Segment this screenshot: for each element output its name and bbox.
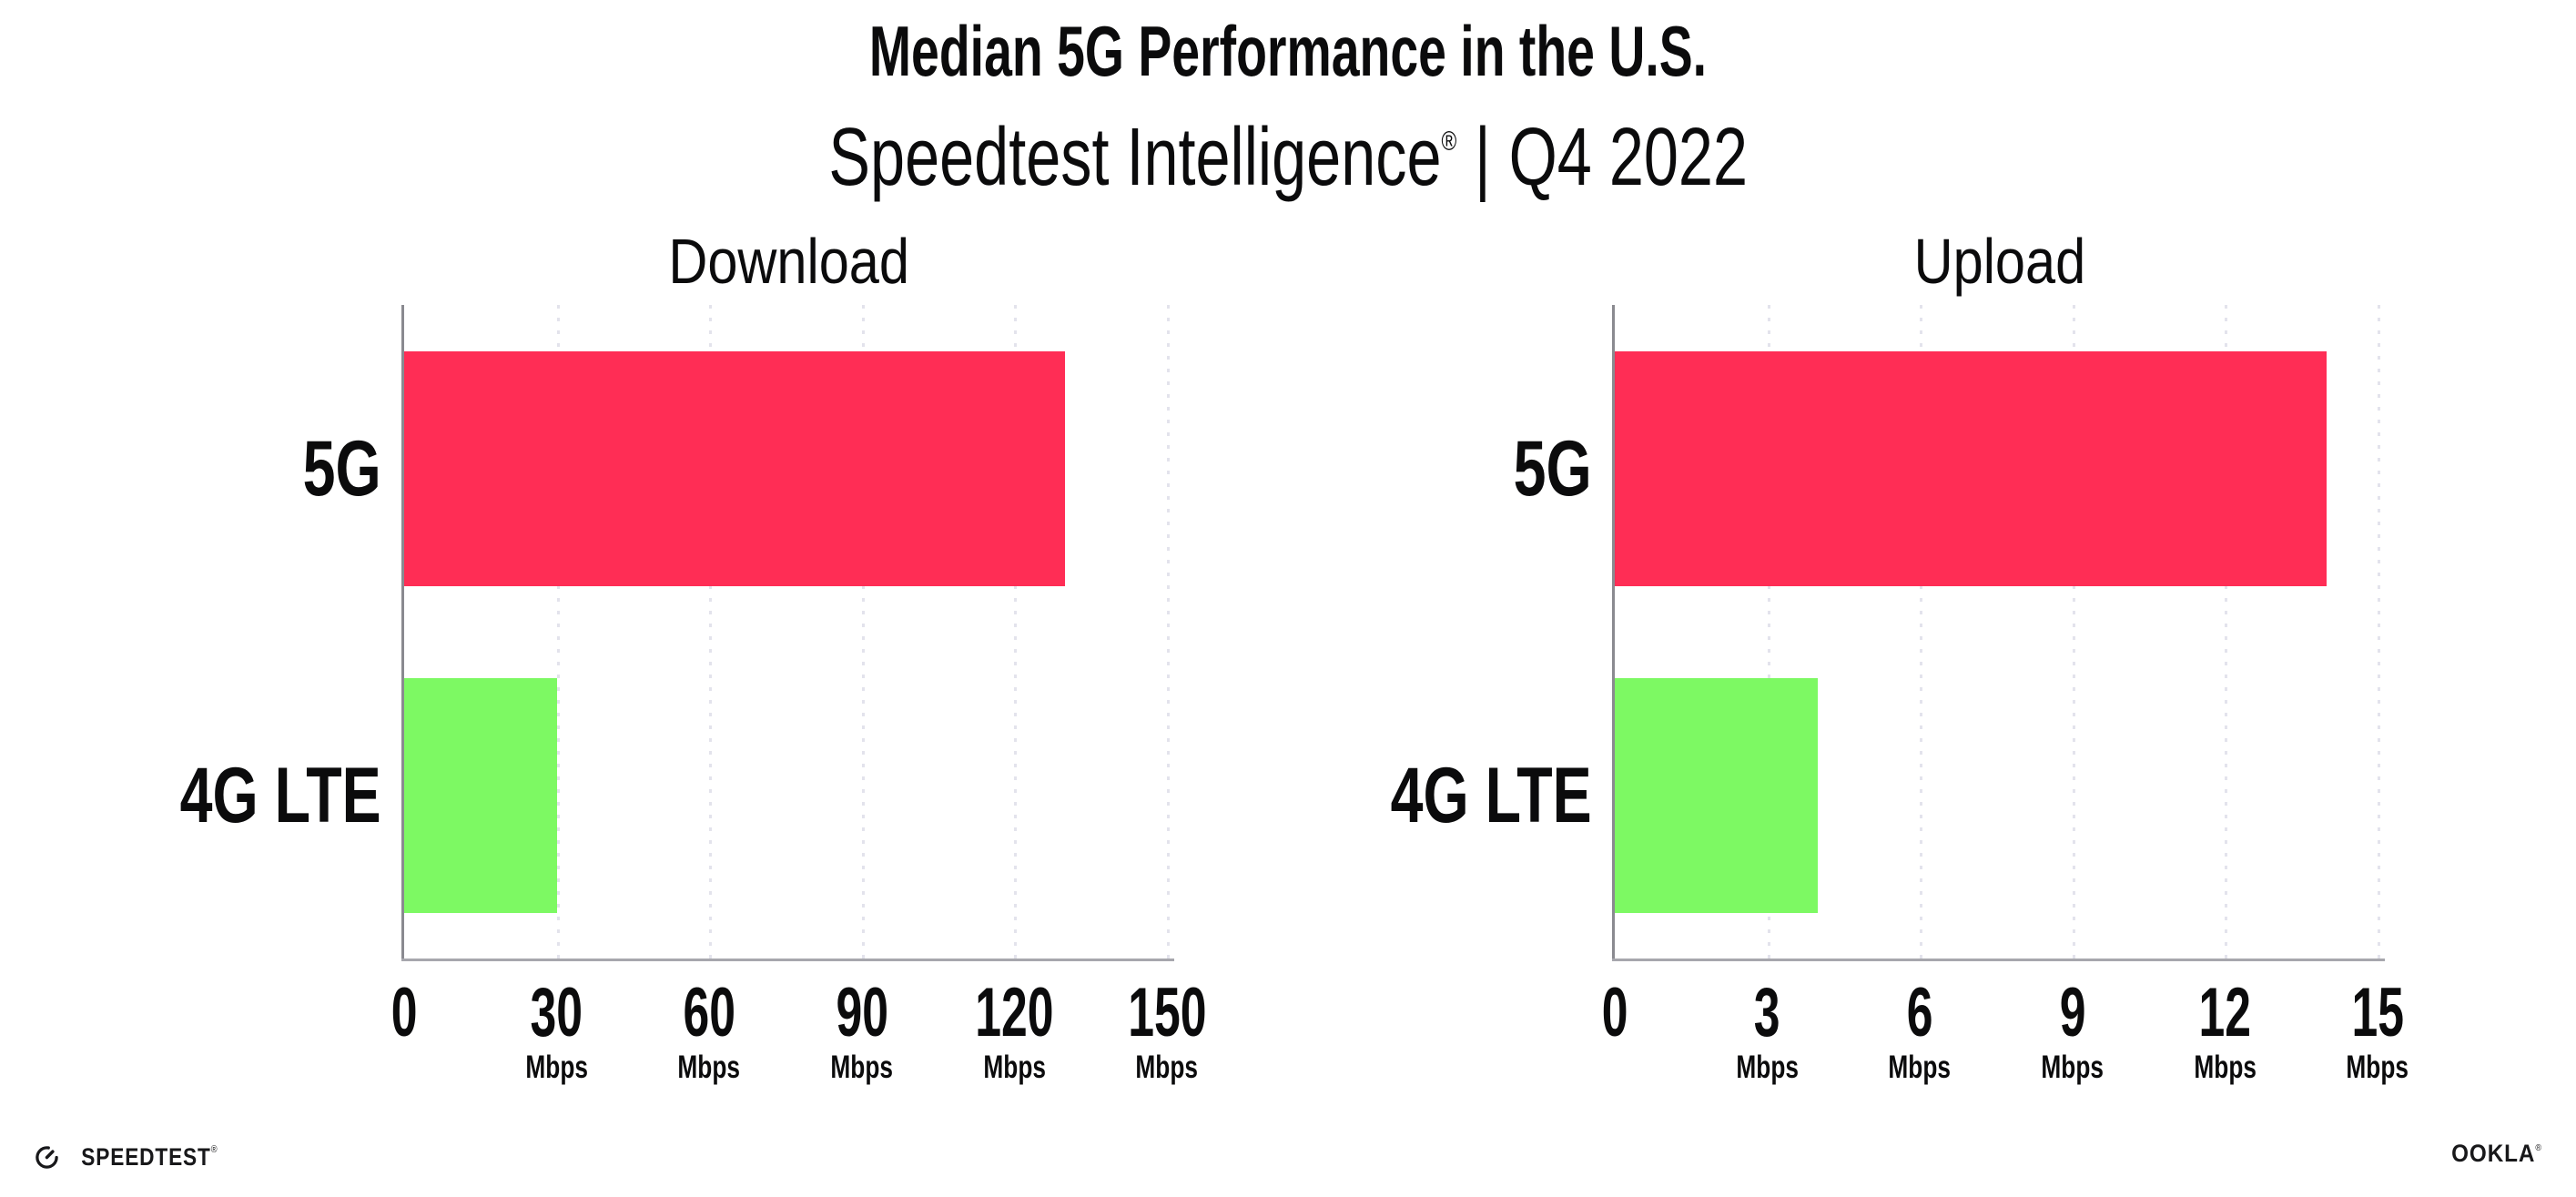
page-subtitle: Speedtest Intelligence® | Q4 2022 xyxy=(0,107,2576,198)
gridline-9 xyxy=(2072,305,2075,959)
gridline-3 xyxy=(1767,305,1770,959)
subtitle-brand: Speedtest Intelligence xyxy=(828,112,1442,203)
speedtest-registered-mark: ® xyxy=(210,1143,218,1155)
bar-5g xyxy=(404,350,1066,586)
ookla-logo: OOKLA® xyxy=(2441,1140,2542,1168)
gridline-30 xyxy=(556,305,560,959)
gridline-90 xyxy=(861,305,865,959)
ookla-registered-mark: ® xyxy=(2535,1143,2542,1153)
category-label-4g-lte: 4G LTE xyxy=(179,751,381,839)
subtitle-period: Q4 2022 xyxy=(1508,112,1748,203)
speedtest-wordmark: SPEEDTEST xyxy=(81,1142,211,1171)
x-tick-150: 150 Mbps xyxy=(1067,974,1267,1085)
x-tick-value: 15 xyxy=(2351,974,2404,1051)
x-tick-3: 3 Mbps xyxy=(1668,974,1868,1085)
x-tick-value: 90 xyxy=(836,974,888,1051)
x-tick-120: 120 Mbps xyxy=(914,974,1114,1085)
x-tick-value: 30 xyxy=(530,974,583,1051)
download-chart-title: Download xyxy=(668,226,910,297)
category-label-5g: 5G xyxy=(1513,424,1592,512)
subtitle-separator: | xyxy=(1474,112,1491,203)
y-axis-line xyxy=(401,305,404,961)
x-tick-value: 60 xyxy=(683,974,735,1051)
x-tick-unit: Mbps xyxy=(1888,1050,1952,1085)
x-tick-value: 3 xyxy=(1754,974,1780,1051)
x-tick-unit: Mbps xyxy=(525,1050,588,1085)
download-plot-area xyxy=(404,305,1174,959)
x-tick-90: 90 Mbps xyxy=(762,974,962,1085)
category-label-5g: 5G xyxy=(302,424,381,512)
x-axis-line xyxy=(401,959,1174,961)
x-tick-unit: Mbps xyxy=(677,1050,741,1085)
x-tick-unit: Mbps xyxy=(830,1050,894,1085)
x-tick-unit: Mbps xyxy=(2194,1050,2257,1085)
bar-5g xyxy=(1615,350,2328,586)
x-tick-0: 0 xyxy=(1515,974,1715,1051)
upload-chart-title: Upload xyxy=(1913,226,2086,297)
page-title-text: Median 5G Performance in the U.S. xyxy=(868,11,1708,91)
x-tick-value: 0 xyxy=(1601,974,1628,1051)
page-title: Median 5G Performance in the U.S. xyxy=(0,11,2576,91)
x-tick-6: 6 Mbps xyxy=(1820,974,2020,1085)
gridline-60 xyxy=(709,305,713,959)
gridline-120 xyxy=(1014,305,1018,959)
x-tick-15: 15 Mbps xyxy=(2277,974,2478,1085)
registered-mark: ® xyxy=(1441,127,1457,157)
speedtest-logo: SPEEDTEST® xyxy=(35,1135,231,1179)
x-tick-value: 6 xyxy=(1906,974,1933,1051)
x-tick-30: 30 Mbps xyxy=(457,974,657,1085)
x-tick-12: 12 Mbps xyxy=(2125,974,2325,1085)
category-label-4g-lte: 4G LTE xyxy=(1390,751,1592,839)
ookla-wordmark: OOKLA xyxy=(2451,1140,2536,1167)
x-tick-0: 0 xyxy=(304,974,504,1051)
y-axis-line xyxy=(1612,305,1615,961)
bar-4g-lte xyxy=(1615,677,1819,913)
x-tick-value: 12 xyxy=(2198,974,2252,1051)
x-tick-unit: Mbps xyxy=(1736,1050,1799,1085)
x-tick-unit: Mbps xyxy=(1135,1050,1199,1085)
x-tick-60: 60 Mbps xyxy=(609,974,809,1085)
speedtest-gauge-icon xyxy=(35,1145,59,1170)
x-tick-unit: Mbps xyxy=(2346,1050,2409,1085)
x-tick-unit: Mbps xyxy=(2041,1050,2104,1085)
x-tick-value: 9 xyxy=(2059,974,2086,1051)
gridline-15 xyxy=(2378,305,2380,959)
x-tick-value: 150 xyxy=(1127,974,1207,1051)
x-tick-value: 0 xyxy=(390,974,418,1051)
bar-4g-lte xyxy=(404,677,557,913)
gridline-6 xyxy=(1920,305,1923,959)
x-tick-unit: Mbps xyxy=(983,1050,1046,1085)
upload-plot-area xyxy=(1615,305,2385,959)
gridline-150 xyxy=(1167,305,1170,959)
x-tick-value: 120 xyxy=(975,974,1054,1051)
x-tick-9: 9 Mbps xyxy=(1973,974,2173,1085)
x-axis-line xyxy=(1612,959,2385,961)
gridline-12 xyxy=(2225,305,2228,959)
